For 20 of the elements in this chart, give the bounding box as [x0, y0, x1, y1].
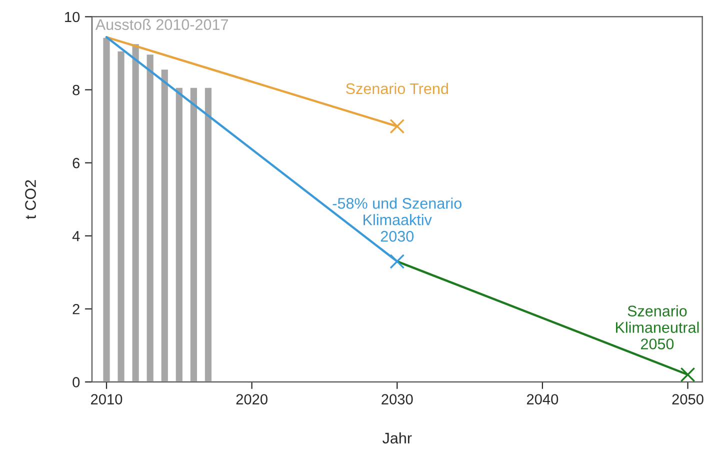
- series-label: Ausstoß 2010-2017: [95, 18, 228, 30]
- series-label: Szenario Trend: [346, 82, 448, 94]
- x-tick-label: 2050: [672, 394, 704, 404]
- x-axis-title: Jahr: [382, 432, 412, 444]
- series-label: Szenario Klimaneutral 2050: [616, 305, 699, 350]
- point: [390, 254, 405, 269]
- y-tick-label: 8: [72, 84, 80, 96]
- y-tick-label: 4: [72, 231, 80, 242]
- point: [680, 367, 696, 382]
- y-axis-title: t CO2: [25, 180, 36, 220]
- y-tick-label: 10: [65, 12, 80, 22]
- series-label: -58% und Szenario Klimaaktiv 2030: [332, 198, 462, 242]
- y-tick-label: 0: [72, 377, 80, 388]
- y-tick-label: 2: [72, 304, 80, 314]
- x-tick-label: 2040: [526, 394, 558, 404]
- x-tick-label: 2030: [382, 394, 413, 404]
- x-tick-label: 2020: [236, 394, 268, 404]
- y-tick-label: 6: [72, 158, 80, 168]
- point: [390, 118, 405, 134]
- x-tick-label: 2010: [91, 394, 122, 404]
